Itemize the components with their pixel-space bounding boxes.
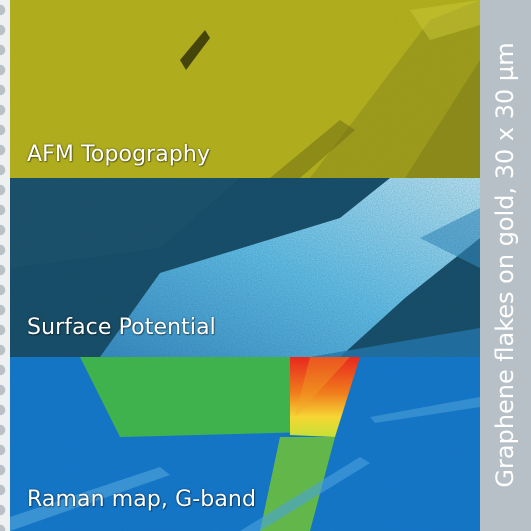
raman-map-image <box>10 357 480 531</box>
afm-topography-panel: AFM Topography <box>10 0 480 178</box>
afm-topography-label: AFM Topography <box>27 142 211 167</box>
surface-potential-image <box>10 178 480 357</box>
left-decorative-edge <box>0 0 10 531</box>
surface-potential-label: Surface Potential <box>27 315 216 340</box>
raman-map-label: Raman map, G-band <box>27 487 257 512</box>
surface-potential-panel: Surface Potential <box>10 178 480 357</box>
raman-map-panel: Raman map, G-band <box>10 357 480 531</box>
side-caption: Graphene flakes on gold, 30 x 30 µm <box>491 42 519 488</box>
afm-topography-image <box>10 0 480 178</box>
side-caption-bar: Graphene flakes on gold, 30 x 30 µm <box>480 0 531 531</box>
